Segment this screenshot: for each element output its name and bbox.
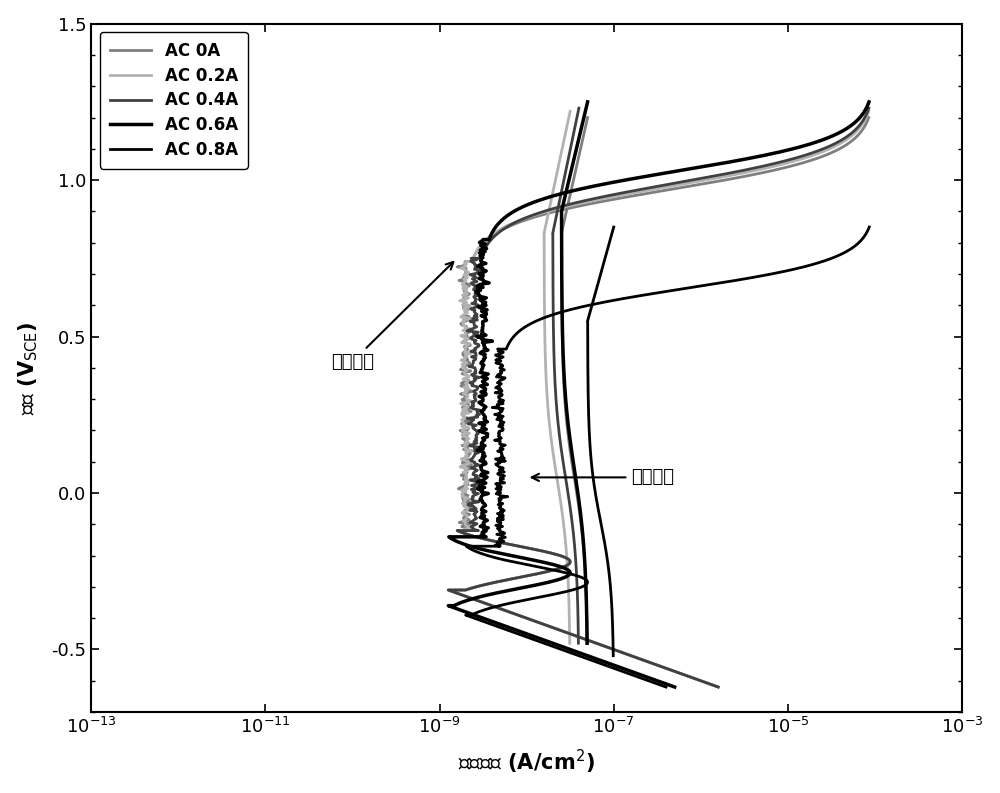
AC 0.6A bbox=[476, 236, 488, 246]
AC 0.4A bbox=[863, 103, 875, 113]
AC 0.4A bbox=[472, 300, 484, 309]
AC 0A bbox=[463, 334, 475, 343]
AC 0A bbox=[558, 205, 570, 214]
AC 0.4A bbox=[712, 682, 724, 691]
AC 0.8A bbox=[660, 682, 672, 691]
AC 0.8A bbox=[736, 274, 748, 284]
AC 0.2A bbox=[460, 303, 472, 312]
Y-axis label: 电位 (V$_{\mathrm{SCE}}$): 电位 (V$_{\mathrm{SCE}}$) bbox=[17, 321, 40, 415]
AC 0.4A bbox=[467, 331, 479, 341]
AC 0A bbox=[863, 113, 875, 122]
AC 0.2A bbox=[459, 258, 471, 267]
AC 0A bbox=[712, 682, 724, 691]
AC 0A bbox=[589, 638, 601, 647]
AC 0.8A bbox=[568, 649, 580, 659]
AC 0.8A bbox=[491, 378, 503, 388]
AC 0A bbox=[459, 258, 471, 267]
AC 0.4A bbox=[727, 168, 739, 178]
AC 0.2A bbox=[712, 682, 724, 691]
AC 0.2A bbox=[558, 202, 570, 212]
AC 0.4A bbox=[471, 255, 483, 265]
AC 0.6A bbox=[669, 682, 681, 691]
AC 0.6A bbox=[474, 285, 486, 295]
AC 0.8A bbox=[584, 301, 596, 310]
AC 0.6A bbox=[571, 185, 583, 194]
AC 0A bbox=[723, 174, 735, 184]
AC 0A bbox=[457, 303, 469, 312]
AC 0.4A bbox=[589, 638, 601, 647]
Line: AC 0.2A: AC 0.2A bbox=[448, 111, 869, 687]
Line: AC 0.6A: AC 0.6A bbox=[448, 102, 869, 687]
AC 0.6A bbox=[477, 320, 489, 329]
AC 0.6A bbox=[730, 156, 742, 166]
Line: AC 0A: AC 0A bbox=[448, 117, 869, 687]
AC 0.6A bbox=[863, 97, 875, 106]
X-axis label: 电流密度 (A/cm$^2$): 电流密度 (A/cm$^2$) bbox=[458, 748, 595, 776]
AC 0.8A bbox=[492, 400, 504, 410]
Text: 回扫曲线: 回扫曲线 bbox=[331, 262, 453, 370]
Line: AC 0.4A: AC 0.4A bbox=[448, 108, 869, 687]
Line: AC 0.8A: AC 0.8A bbox=[466, 227, 869, 687]
AC 0.8A bbox=[863, 222, 875, 232]
Text: 正扫曲线: 正扫曲线 bbox=[532, 469, 674, 486]
AC 0.2A bbox=[462, 334, 474, 343]
Legend: AC 0A, AC 0.2A, AC 0.4A, AC 0.6A, AC 0.8A: AC 0A, AC 0.2A, AC 0.4A, AC 0.6A, AC 0.8… bbox=[100, 32, 248, 169]
AC 0.2A bbox=[723, 171, 735, 181]
AC 0.2A bbox=[589, 638, 601, 647]
AC 0.2A bbox=[863, 106, 875, 116]
AC 0.8A bbox=[496, 345, 508, 354]
AC 0.6A bbox=[565, 645, 577, 654]
AC 0.4A bbox=[564, 199, 576, 209]
